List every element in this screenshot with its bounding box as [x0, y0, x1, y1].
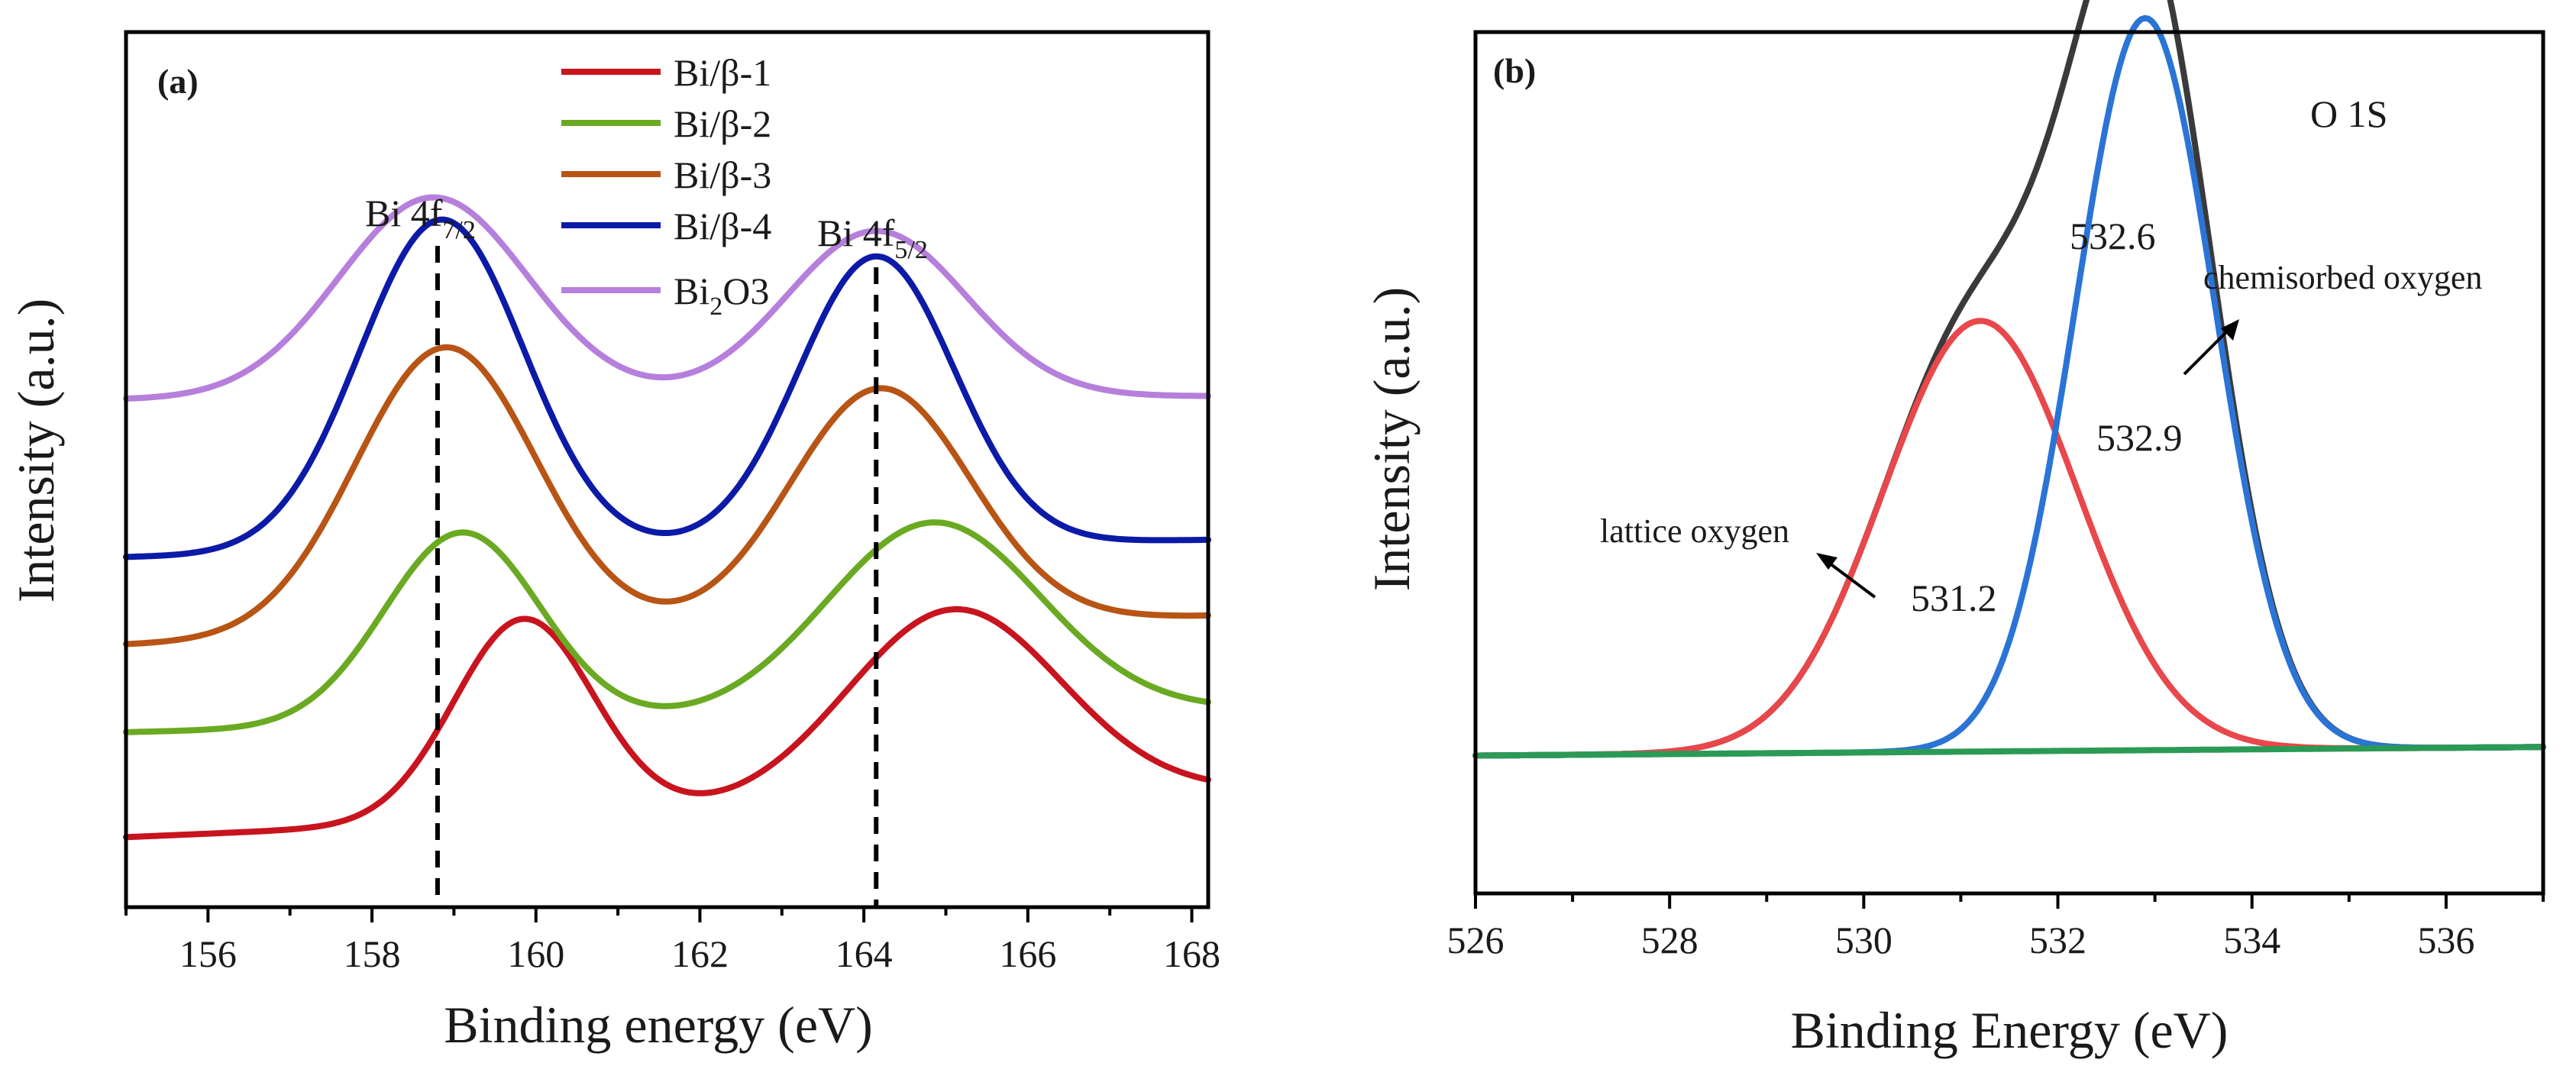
- legend-label-bi-beta-4: Bi/β-4: [674, 205, 771, 247]
- panel-a-y-axis-label: Intensity (a.u.): [7, 299, 65, 602]
- ref-label-bi-4f-7-2-sub: 7/2: [442, 216, 475, 244]
- panel-a-tick-label: 162: [671, 932, 729, 975]
- panel-b-plot-frame: [1473, 30, 2545, 896]
- panel-b-tick-label: 534: [2223, 919, 2280, 961]
- panel-b-curves: [1472, 0, 2546, 759]
- panel-b-tick-label: 536: [2417, 919, 2474, 961]
- annot-lattice-peak: 531.2: [1911, 577, 1997, 619]
- panel-a-tick-label: 160: [507, 932, 564, 975]
- series-line-bi-beta-3: [123, 344, 1211, 648]
- panel-a-x-axis-label: Binding energy (eV): [444, 996, 873, 1054]
- panel-b-x-ticks: 526 528 530 532 534 536: [1447, 893, 2545, 961]
- panel-a-chart: 156 158 160 162 164 166 168 (a) Bi/β-1 Bi/β-2 …: [7, 30, 1220, 1054]
- legend-label-bi2o3-base: Bi: [674, 270, 709, 312]
- legend-label-bi2o3-sub: 2: [709, 292, 722, 321]
- legend-label-bi-beta-1: Bi/β-1: [674, 51, 771, 94]
- annot-envelope-peak: 532.6: [2070, 215, 2156, 257]
- panel-a-tick-label: 164: [836, 932, 893, 975]
- ref-label-bi-4f-7-2: Bi 4f7/2: [365, 192, 476, 244]
- legend-label-bi2o3-rest: O3: [722, 270, 769, 312]
- arrow-chemisorbed-oxygen: [2183, 319, 2239, 376]
- ref-label-bi-4f-7-2-base: Bi 4f: [365, 192, 443, 234]
- ref-label-bi-4f-5-2: Bi 4f5/2: [817, 212, 928, 264]
- panel-b-label: (b): [1493, 51, 1536, 90]
- legend-label-bi-beta-3: Bi/β-3: [674, 153, 771, 196]
- panel-a-tick-label: 158: [344, 932, 401, 975]
- series-line-baseline: [1472, 744, 2546, 759]
- panel-a-curves: [123, 194, 1211, 841]
- panel-a-legend: Bi/β-1 Bi/β-2 Bi/β-3 Bi/β-4 Bi2O3: [561, 51, 771, 321]
- series-line-bi-beta-1: [123, 606, 1211, 841]
- panel-b-x-axis-label: Binding Energy (eV): [1791, 1001, 2229, 1059]
- panel-b-tick-label: 532: [2029, 919, 2086, 961]
- panel-a-reference-lines: [435, 246, 879, 907]
- panel-b-y-axis-label: Intensity (a.u.): [1362, 287, 1421, 591]
- annot-chemisorbed-oxygen: chemisorbed oxygen: [2203, 259, 2482, 296]
- panel-a-x-ticks: 156 158 160 162 164 166 168: [124, 907, 1220, 975]
- panel-a-label: (a): [157, 62, 199, 101]
- legend-label-bi2o3: Bi2O3: [674, 270, 769, 321]
- panel-b-tick-label: 526: [1447, 919, 1505, 961]
- legend-label-bi-beta-2: Bi/β-2: [674, 102, 771, 145]
- panel-b-tick-label: 528: [1641, 919, 1698, 961]
- panel-a-plot-frame: [124, 30, 1210, 909]
- series-line-bi2o3: [123, 194, 1211, 402]
- series-line-bi-beta-4: [123, 216, 1211, 560]
- panel-b-title: O 1S: [2310, 92, 2387, 135]
- arrow-lattice-oxygen: [1816, 553, 1876, 599]
- panel-a-tick-label: 166: [999, 932, 1056, 975]
- annot-lattice-oxygen: lattice oxygen: [1600, 512, 1789, 550]
- series-line-bi-beta-2: [123, 519, 1211, 735]
- annot-chemisorbed-peak: 532.9: [2096, 416, 2183, 459]
- panel-a-tick-label: 156: [179, 932, 237, 975]
- ref-label-bi-4f-5-2-base: Bi 4f: [817, 212, 895, 254]
- panel-a-tick-label: 168: [1163, 932, 1220, 975]
- ref-label-bi-4f-5-2-sub: 5/2: [894, 236, 927, 264]
- panel-b-chart: 526 528 530 532 534 536 (b) O 1S 532.6 532.9 …: [1362, 0, 2546, 1059]
- panel-b-tick-label: 530: [1835, 919, 1892, 961]
